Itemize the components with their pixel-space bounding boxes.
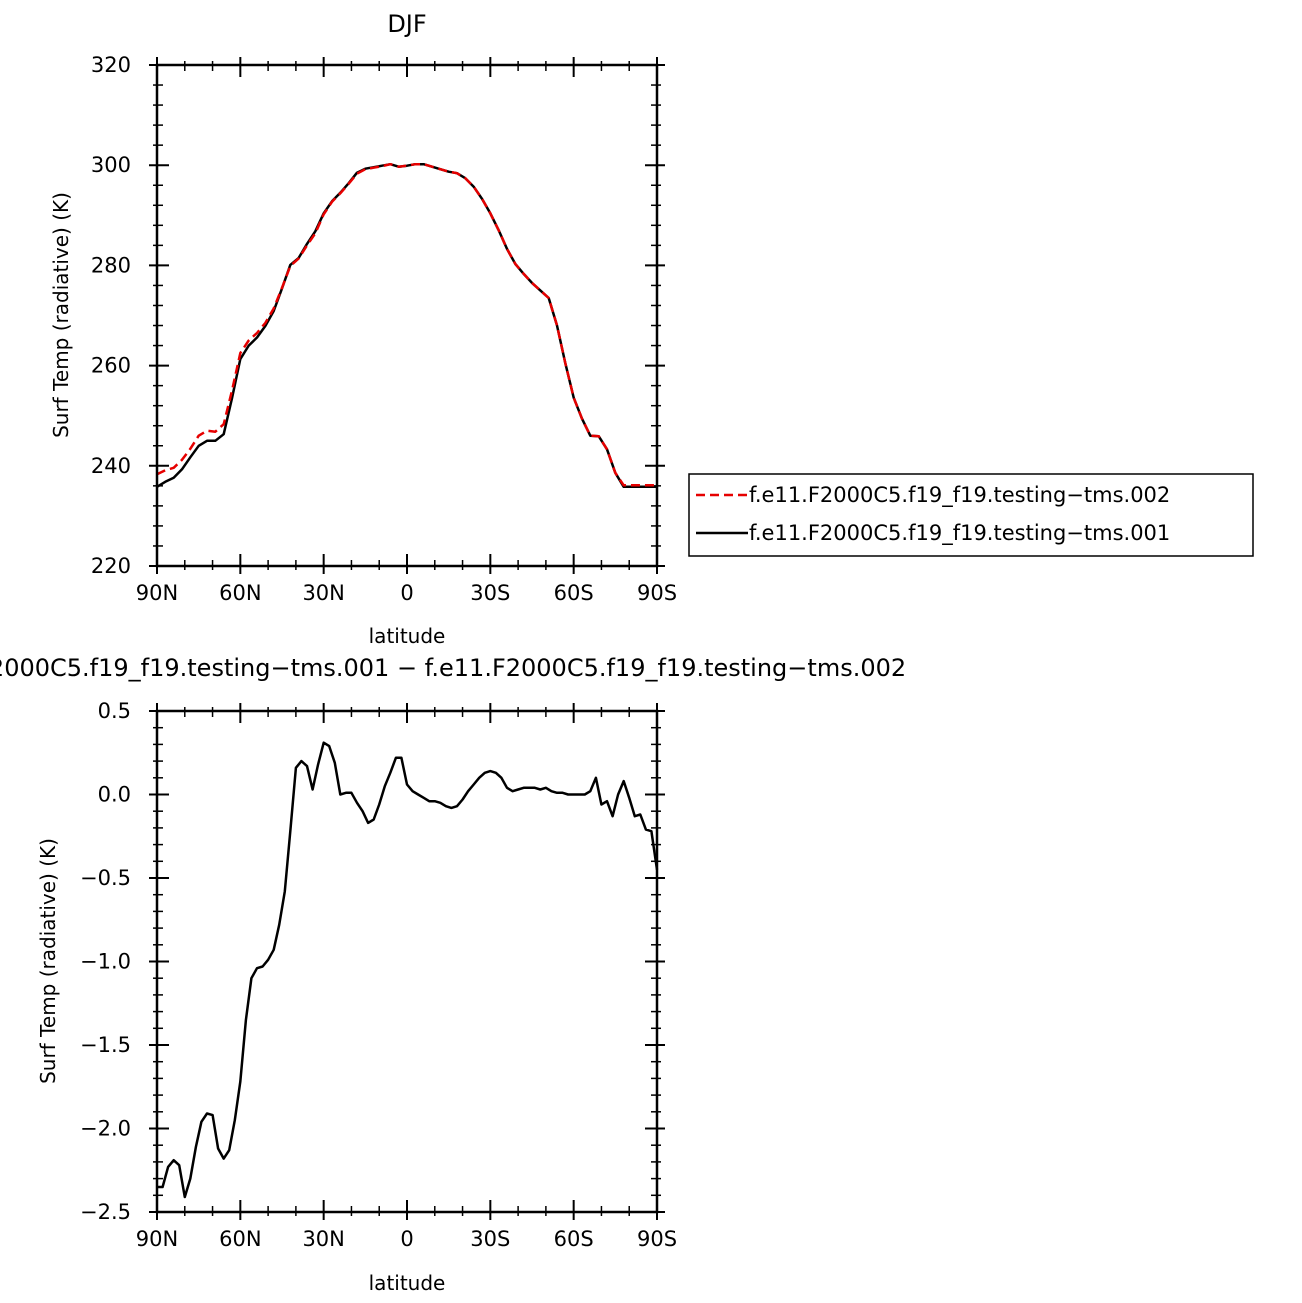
top-x-axis-label: latitude [369, 624, 446, 648]
top-series-line-2 [156, 162, 657, 489]
bottom-series-line-1 [157, 741, 659, 1199]
y-tick-label: −0.5 [80, 866, 131, 890]
top-chart-title: DJF [387, 10, 426, 38]
bottom-x-axis-label: latitude [369, 1271, 446, 1295]
bottom-chart-tick-labels: 90N 60N 30N 0 30S 60S 90S −2.5 −2.0 −1.5 −1.0 −0.5 0… [80, 699, 677, 1251]
bottom-plot-frame [155, 709, 659, 1214]
x-tick-label: 0 [400, 1227, 413, 1251]
legend-box [688, 473, 1254, 557]
x-tick-label: 60N [219, 581, 261, 605]
y-tick-label: 0.0 [98, 783, 131, 807]
y-tick-label: 0.5 [98, 699, 131, 723]
legend-label-series-002: f.e11.F2000C5.f19_f19.testing−tms.002 [749, 483, 1170, 508]
y-tick-label: −2.0 [80, 1117, 131, 1141]
y-tick-label: 280 [91, 253, 131, 277]
bottom-y-axis-label: Surf Temp (radiative) (K) [36, 838, 60, 1084]
x-tick-label: 30N [302, 1227, 344, 1251]
x-tick-label: 60S [554, 1227, 594, 1251]
bottom-chart-panel: f.e11.F2000C5.f19_f19.testing−tms.001 − … [0, 654, 906, 1295]
legend-label-series-001: f.e11.F2000C5.f19_f19.testing−tms.001 [749, 521, 1170, 546]
x-tick-label: 30N [302, 581, 344, 605]
top-chart-legend: f.e11.F2000C5.f19_f19.testing−tms.002 f.… [688, 473, 1254, 557]
y-tick-label: 320 [91, 53, 131, 77]
top-plot-frame [155, 63, 659, 568]
y-tick-label: −2.5 [80, 1200, 131, 1224]
top-series-line-1 [156, 162, 657, 487]
x-tick-label: 0 [400, 581, 413, 605]
x-tick-label: 30S [470, 1227, 510, 1251]
x-tick-label: 60S [554, 581, 594, 605]
top-chart-ticks [149, 57, 665, 574]
x-tick-label: 60N [219, 1227, 261, 1251]
x-tick-label: 90S [637, 581, 677, 605]
x-tick-label: 30S [470, 581, 510, 605]
y-tick-label: 260 [91, 354, 131, 378]
x-tick-label: 90S [637, 1227, 677, 1251]
top-chart-series [156, 162, 657, 489]
top-chart-tick-labels: 90N 60N 30N 0 30S 60S 90S 220 240 260 280 300 320 [91, 53, 677, 605]
y-tick-label: −1.0 [80, 950, 131, 974]
x-tick-label: 90N [136, 581, 178, 605]
y-tick-label: 300 [91, 153, 131, 177]
bottom-chart-series [157, 741, 659, 1199]
y-tick-label: 240 [91, 454, 131, 478]
y-tick-label: −1.5 [80, 1033, 131, 1057]
x-tick-label: 90N [136, 1227, 178, 1251]
bottom-chart-title: f.e11.F2000C5.f19_f19.testing−tms.001 − … [0, 654, 906, 682]
top-y-axis-label: Surf Temp (radiative) (K) [49, 192, 73, 438]
y-tick-label: 220 [91, 554, 131, 578]
top-chart-panel: DJF 90N 60N 30N 0 30S 60S 90S 220 240 260 280 300 32… [49, 10, 1254, 648]
